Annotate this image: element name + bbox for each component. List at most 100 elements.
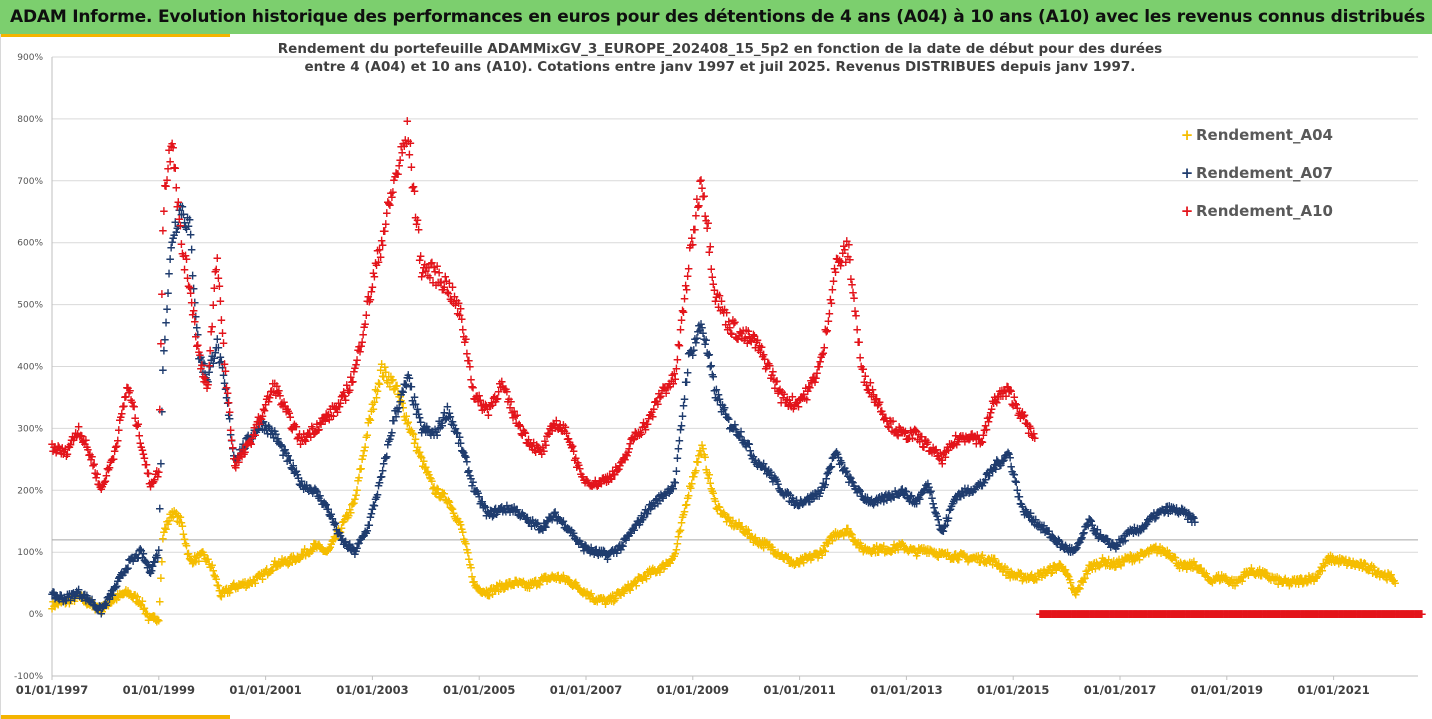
data-point: +: [1024, 572, 1034, 586]
data-point: +: [854, 335, 864, 349]
data-point: +: [630, 575, 640, 589]
data-point: +: [986, 554, 996, 568]
data-point: +: [311, 538, 321, 552]
y-axis-labels: -100% 0% 100% 200% 300% 400% 500% 600% 700% 800% 9…: [14, 53, 43, 682]
data-point: +: [176, 515, 186, 529]
data-point: +: [246, 576, 256, 590]
data-point: +: [162, 515, 172, 529]
data-point: +: [413, 440, 423, 454]
x-tick-label: 01/01/2007: [550, 683, 622, 697]
data-point: +: [661, 556, 671, 570]
data-point: +: [298, 547, 308, 561]
data-point: +: [354, 470, 364, 484]
data-point: +: [480, 586, 490, 600]
data-point: +: [101, 595, 111, 609]
data-point: +: [559, 572, 569, 586]
data-point: +: [439, 487, 449, 501]
data-point: +: [459, 532, 469, 546]
data-point: +: [340, 512, 350, 526]
data-point: +: [48, 594, 58, 608]
data-point: +: [575, 582, 585, 596]
data-point: +: [1047, 565, 1057, 579]
data-point: +: [377, 357, 387, 371]
data-point: +: [156, 336, 166, 350]
data-point: +: [379, 370, 389, 384]
data-point: +: [371, 390, 381, 404]
data-point: +: [383, 376, 393, 390]
data-point: +: [1000, 560, 1010, 574]
data-point: +: [1046, 566, 1056, 580]
data-point: +: [251, 570, 261, 584]
data-point: +: [1417, 607, 1427, 621]
data-point: +: [333, 522, 343, 536]
data-point: +: [608, 588, 618, 602]
data-point: +: [825, 530, 835, 544]
data-point: +: [277, 552, 287, 566]
data-point: +: [414, 446, 424, 460]
data-point: +: [384, 370, 394, 384]
data-point: +: [65, 591, 75, 605]
data-point: +: [228, 578, 238, 592]
data-point: +: [163, 517, 173, 531]
data-marks: ++++++++++++++++++++++++++++++++++++++++…: [47, 114, 1427, 628]
data-point: +: [876, 541, 886, 555]
data-point: +: [186, 553, 196, 567]
data-point: +: [454, 515, 464, 529]
data-point: +: [757, 539, 767, 553]
data-point: +: [205, 343, 215, 357]
data-point: +: [688, 470, 698, 484]
data-point: +: [884, 543, 894, 557]
data-point: +: [960, 549, 970, 563]
data-point: +: [803, 551, 813, 565]
data-point: +: [351, 488, 361, 502]
y-tick-label: 0%: [29, 610, 44, 620]
data-point: +: [632, 573, 642, 587]
data-point: +: [1092, 557, 1102, 571]
data-point: +: [130, 588, 140, 602]
data-point: +: [663, 556, 673, 570]
data-point: +: [146, 610, 156, 624]
data-point: +: [155, 502, 165, 516]
data-point: +: [179, 532, 189, 546]
data-point: +: [774, 549, 784, 563]
data-point: +: [1076, 574, 1086, 588]
data-point: +: [1037, 570, 1047, 584]
data-point: +: [643, 565, 653, 579]
data-point: +: [664, 555, 674, 569]
data-point: +: [170, 507, 180, 521]
data-point: +: [452, 513, 462, 527]
data-point: +: [970, 551, 980, 565]
data-point: +: [836, 526, 846, 540]
data-point: +: [911, 545, 921, 559]
data-point: +: [500, 581, 510, 595]
data-point: +: [444, 495, 454, 509]
x-tick-label: 01/01/2005: [443, 683, 515, 697]
data-point: +: [626, 577, 636, 591]
data-point: +: [401, 409, 411, 423]
data-point: +: [676, 516, 686, 530]
data-point: +: [222, 582, 232, 596]
data-point: +: [1070, 585, 1080, 599]
data-point: +: [362, 428, 372, 442]
data-point: +: [1040, 568, 1050, 582]
data-point: +: [710, 494, 720, 508]
data-point: +: [190, 549, 200, 563]
y-tick-label: 900%: [17, 53, 43, 63]
data-point: +: [706, 482, 716, 496]
data-point: +: [375, 377, 385, 391]
data-point: +: [569, 578, 579, 592]
data-point: +: [432, 482, 442, 496]
data-point: +: [355, 462, 365, 476]
data-point: +: [519, 577, 529, 591]
data-point: +: [223, 586, 233, 600]
data-point: +: [87, 597, 97, 611]
data-point: +: [552, 569, 562, 583]
data-point: +: [127, 590, 137, 604]
data-point: +: [138, 602, 148, 616]
data-point: +: [682, 283, 692, 297]
data-point: +: [359, 443, 369, 457]
data-point: +: [680, 392, 690, 406]
data-point: +: [1033, 566, 1043, 580]
data-point: +: [607, 594, 617, 608]
data-point: +: [210, 569, 220, 583]
